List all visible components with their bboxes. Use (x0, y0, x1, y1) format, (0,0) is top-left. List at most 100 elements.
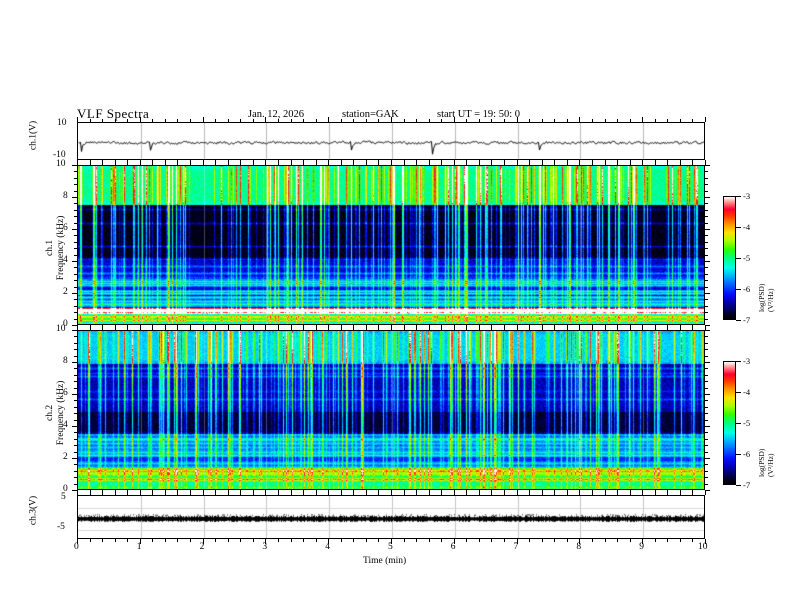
xtick-minor (114, 492, 116, 495)
ytick-ch1-minor-tick (705, 177, 708, 179)
xtick-minor (227, 539, 229, 542)
xtick-minor (466, 492, 468, 495)
ytick-ch2-minor-tick (74, 336, 77, 338)
xtick-minor (504, 327, 506, 330)
xtick-minor (529, 490, 531, 493)
xtick-minor (89, 539, 91, 542)
xtick-minor (114, 327, 116, 330)
xtick-minor (692, 162, 694, 165)
xtick-minor (629, 119, 631, 122)
ytick-ch1-minor-tick (74, 203, 77, 205)
xtick-minor (215, 492, 217, 495)
xtick-minor (617, 119, 619, 122)
ytick-ch2-tickmark (72, 330, 77, 331)
xtick-minor (215, 162, 217, 165)
xtick-minor (591, 492, 593, 495)
xtick-minor (277, 119, 279, 122)
xtick-minor (466, 490, 468, 493)
ytick-ch2-tickmark (705, 362, 710, 363)
ytick-ch1-minor-tick (74, 177, 77, 179)
ytick-ch1-minor-tick (74, 312, 77, 314)
xtick-minor (114, 325, 116, 328)
xtick-minor (252, 327, 254, 330)
ytick-ch2-minor-tick (705, 336, 708, 338)
xtick-minor (416, 327, 418, 330)
ytick-ch2-minor-tick (74, 451, 77, 453)
ytick-ch1-minor-tick (74, 222, 77, 224)
xtick-minor (177, 162, 179, 165)
xtick-minor (504, 119, 506, 122)
ytick-ch1-minor-tick (705, 280, 708, 282)
xtick-minor (102, 325, 104, 328)
xtick-mark (139, 117, 141, 122)
ytick-ch2-minor-tick (74, 432, 77, 434)
xtick-minor (127, 539, 129, 542)
xtick-minor (403, 327, 405, 330)
ytick-ch2-minor-tick (74, 374, 77, 376)
xtick-minor (428, 119, 430, 122)
ytick-ch2-minor-tick (705, 477, 708, 479)
colorbar-ch2-gradient (723, 361, 736, 485)
panel-ch3-voltage (77, 495, 705, 539)
xtick-minor (654, 160, 656, 163)
xtick-mark (265, 490, 267, 495)
ytick-ch2-tickmark (72, 394, 77, 395)
xtick-minor (114, 490, 116, 493)
colorbar-ch2-label: log(PSD)(V²/Hz) (757, 448, 775, 477)
xtick-minor (667, 539, 669, 542)
xtick-mark (642, 490, 644, 495)
xtick-minor (591, 327, 593, 330)
ytick-ch1-minor-tick (705, 190, 708, 192)
ytick-ch2-minor-tick (74, 470, 77, 472)
xtick-minor (654, 492, 656, 495)
xtick-minor (692, 325, 694, 328)
xtick-minor (365, 162, 367, 165)
ytick-ch1-tickmark (705, 261, 710, 262)
xtick-mark (328, 325, 330, 330)
xtick-minor (679, 492, 681, 495)
ytick-ch2-tickmark (72, 362, 77, 363)
xtick-minor (654, 119, 656, 122)
colorbar-ch1-label: log(PSD)(V²/Hz) (757, 283, 775, 312)
xtick-minor (504, 160, 506, 163)
xtick-minor (353, 492, 355, 495)
xtick-minor (365, 539, 367, 542)
ytick-ch2-label-6: 6 (63, 388, 68, 398)
xtick-minor (277, 539, 279, 542)
xtick-minor (466, 162, 468, 165)
xtick-minor (177, 325, 179, 328)
xtick-minor (478, 490, 480, 493)
xtick-label-4: 4 (325, 542, 330, 552)
xtick-minor (591, 162, 593, 165)
xtick-minor (190, 119, 192, 122)
xtick-minor (290, 325, 292, 328)
xtick-minor (491, 539, 493, 542)
xtick-minor (491, 492, 493, 495)
xtick-mark (77, 325, 78, 330)
ytick-ch1-minor-tick (74, 241, 77, 243)
xtick-minor (240, 160, 242, 163)
colorbar-ch1-tick--6: -6 (743, 284, 751, 294)
xtick-minor (566, 325, 568, 328)
figure-start-ut: start UT = 19: 50: 0 (437, 109, 521, 120)
ytick-ch1-minor-tick (74, 184, 77, 186)
xtick-mark (391, 325, 392, 330)
ytick-ch2-minor-tick (74, 483, 77, 485)
xtick-minor (679, 325, 681, 328)
xtick-minor (692, 119, 694, 122)
xtick-minor (303, 327, 305, 330)
xtick-minor (466, 325, 468, 328)
ytick-ch1-minor-tick (705, 203, 708, 205)
xtick-minor (428, 539, 430, 542)
xtick-mark (391, 539, 392, 544)
xtick-minor (441, 539, 443, 542)
ytick-ch1-minor-tick (705, 299, 708, 301)
xtick-mark (265, 539, 267, 544)
ytick-ch1-tickmark (72, 197, 77, 198)
xtick-minor (378, 325, 380, 328)
xtick-minor (152, 327, 154, 330)
xtick-minor (529, 162, 531, 165)
figure-station: station=GAK (342, 109, 399, 120)
xtick-mark (453, 325, 455, 330)
xtick-minor (89, 160, 91, 163)
